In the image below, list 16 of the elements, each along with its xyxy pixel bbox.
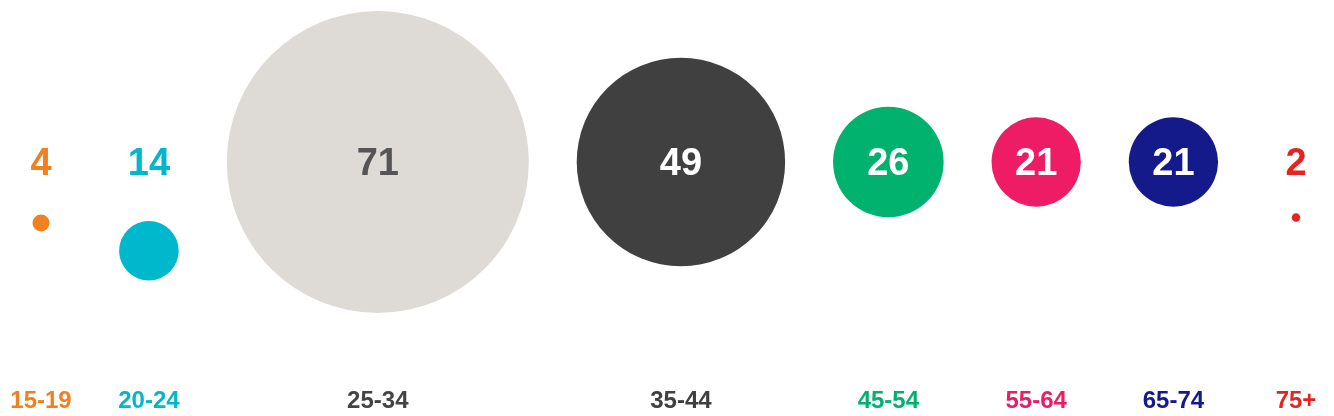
data-label: 14 bbox=[127, 141, 171, 184]
category-label: 65-74 bbox=[1142, 386, 1205, 413]
data-label: 21 bbox=[1152, 141, 1195, 184]
category-label: 25-34 bbox=[347, 386, 410, 413]
data-label: 4 bbox=[30, 141, 52, 184]
data-label: 21 bbox=[1015, 141, 1058, 184]
data-label: 2 bbox=[1285, 141, 1307, 184]
category-label: 45-54 bbox=[857, 386, 920, 413]
category-label: 15-19 bbox=[10, 386, 72, 413]
category-label: 55-64 bbox=[1005, 386, 1068, 413]
data-label: 49 bbox=[659, 141, 703, 184]
data-label: 71 bbox=[356, 141, 399, 184]
category-label: 75+ bbox=[1275, 386, 1317, 413]
category-label: 35-44 bbox=[650, 386, 713, 413]
data-label: 26 bbox=[867, 141, 910, 184]
category-label: 20-24 bbox=[118, 386, 181, 413]
